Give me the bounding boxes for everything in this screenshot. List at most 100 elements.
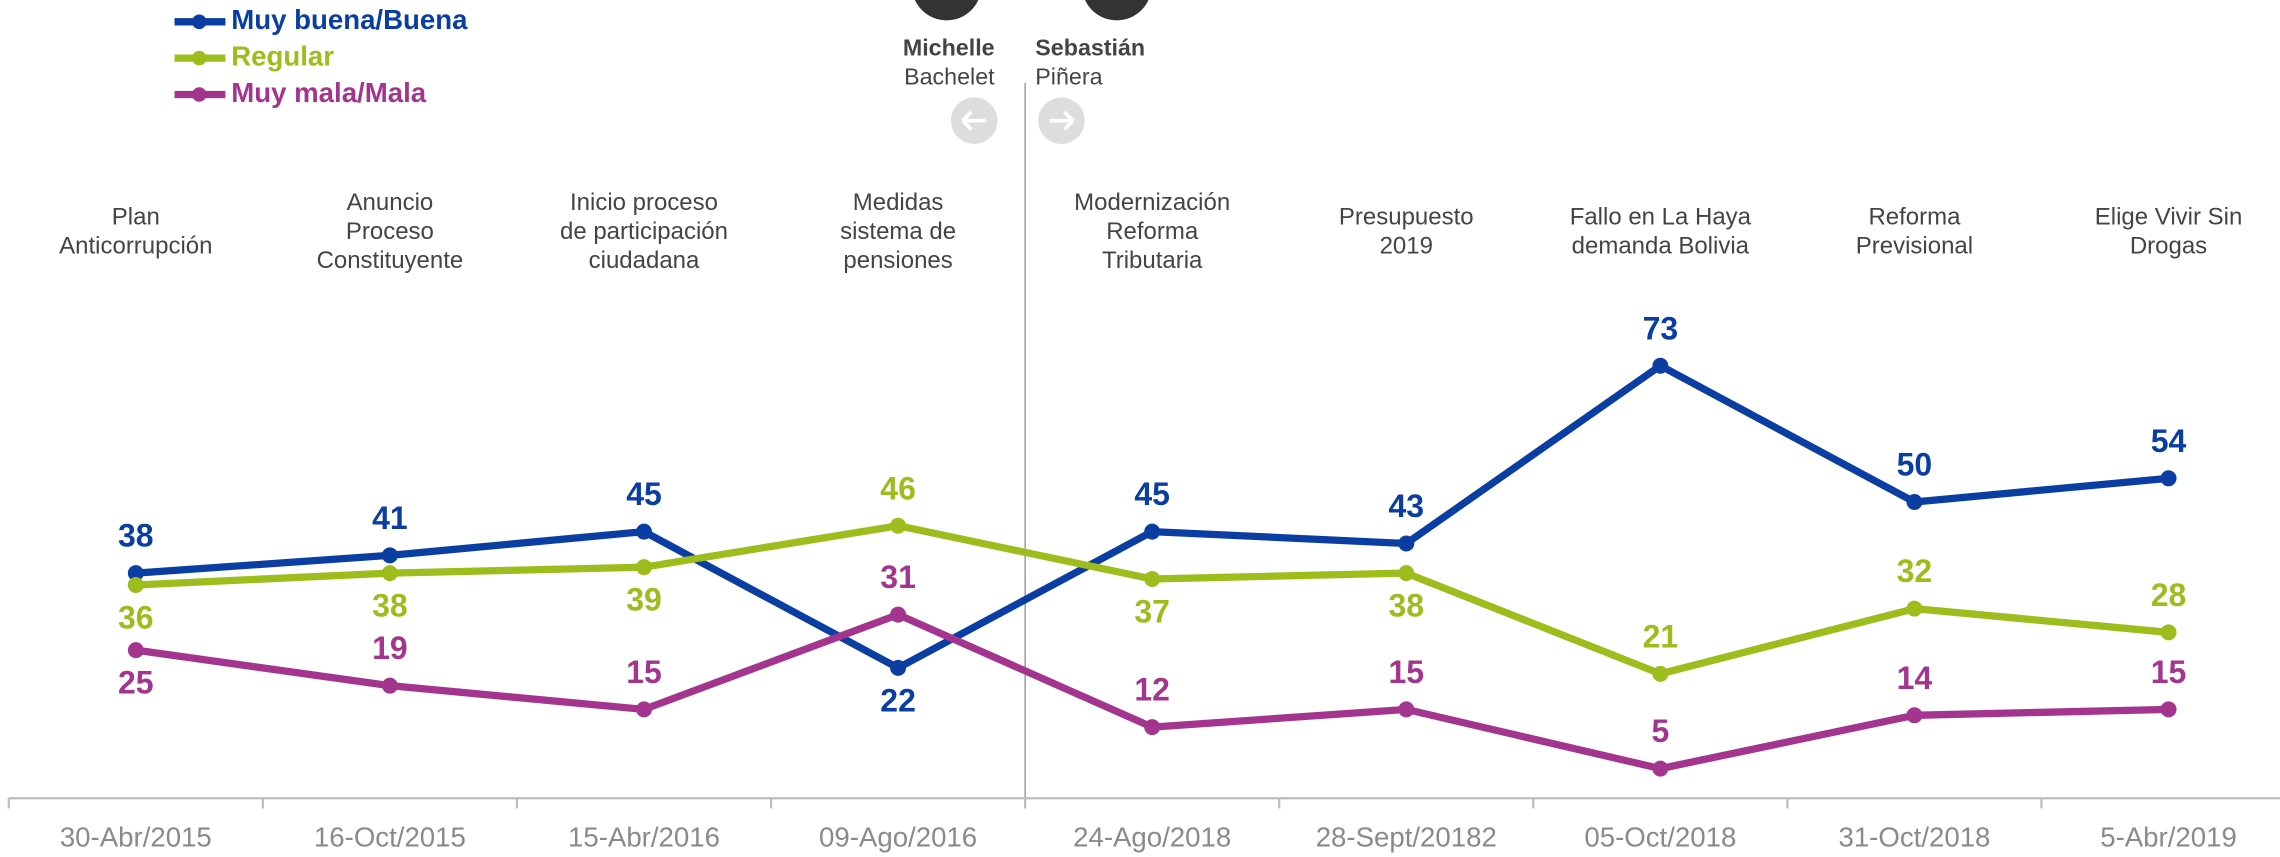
data-label: 32 xyxy=(1897,553,1933,589)
data-point xyxy=(636,523,652,540)
data-point xyxy=(381,565,398,582)
legend-label: Muy buena/Buena xyxy=(231,4,468,35)
event-label: de participación xyxy=(560,218,728,245)
event-label: Anuncio xyxy=(347,189,434,216)
data-point xyxy=(2160,701,2177,718)
event-label: Fallo en La Haya xyxy=(1570,203,1752,230)
data-label: 15 xyxy=(2151,654,2187,690)
legend-dot xyxy=(191,14,207,30)
arrow-icon xyxy=(961,110,986,131)
data-label: 39 xyxy=(626,582,662,618)
legend-dot xyxy=(191,87,207,102)
event-label: demanda Bolivia xyxy=(1572,233,1750,260)
data-label: 36 xyxy=(118,599,154,635)
event-label: Reforma xyxy=(1106,218,1199,245)
event-label: Presupuesto xyxy=(1339,203,1474,230)
president-name: Bachelet xyxy=(904,64,995,90)
data-point xyxy=(1652,665,1669,682)
x-tick-label: 24-Ago/2018 xyxy=(1073,821,1231,852)
data-label: 45 xyxy=(1134,476,1170,512)
data-label: 37 xyxy=(1134,593,1170,629)
data-label: 28 xyxy=(2151,577,2187,613)
event-label: Drogas xyxy=(2130,233,2207,260)
data-point xyxy=(1906,494,1923,510)
x-tick-label: 28-Sept/20182 xyxy=(1316,821,1497,852)
data-point xyxy=(2160,624,2177,641)
data-label: 54 xyxy=(2151,423,2187,459)
event-label: Medidas xyxy=(853,189,944,216)
data-label: 73 xyxy=(1643,310,1679,346)
event-label: 2019 xyxy=(1380,233,1433,260)
event-label: Plan xyxy=(112,203,160,230)
legend-dot xyxy=(191,50,207,66)
data-point xyxy=(381,677,398,694)
data-point xyxy=(2160,470,2177,487)
data-label: 15 xyxy=(1388,654,1424,690)
event-label: pensiones xyxy=(843,247,952,274)
x-tick-label: 15-Abr/2016 xyxy=(568,821,720,852)
data-label: 45 xyxy=(626,476,662,512)
data-point xyxy=(1144,523,1161,540)
data-point xyxy=(1398,535,1415,552)
event-label: Anticorrupción xyxy=(59,233,212,260)
x-tick-label: 05-Oct/2018 xyxy=(1584,821,1736,852)
data-point xyxy=(1906,707,1923,724)
data-label: 43 xyxy=(1388,488,1424,524)
x-tick-label: 30-Abr/2015 xyxy=(60,821,212,852)
president-name: Sebastián xyxy=(1035,35,1145,61)
data-label: 25 xyxy=(118,664,154,700)
president-name: Michelle xyxy=(903,35,995,61)
data-label: 19 xyxy=(372,630,408,666)
data-point xyxy=(1652,357,1669,374)
data-point xyxy=(890,606,907,623)
event-label: Elige Vivir Sin xyxy=(2095,203,2243,230)
data-point xyxy=(890,659,907,676)
x-tick-label: 31-Oct/2018 xyxy=(1838,821,1990,852)
data-point xyxy=(1144,719,1161,736)
data-label: 31 xyxy=(880,559,916,595)
event-label: Modernización xyxy=(1074,189,1230,216)
x-tick-label: 5-Abr/2019 xyxy=(2100,821,2237,852)
data-point xyxy=(127,642,144,659)
data-label: 41 xyxy=(372,500,408,536)
data-point xyxy=(1398,565,1415,582)
president-photo xyxy=(1085,0,1149,21)
data-label: 5 xyxy=(1651,713,1669,749)
data-label: 15 xyxy=(626,654,662,690)
event-label: Proceso xyxy=(346,218,434,245)
data-label: 22 xyxy=(880,682,916,718)
legend-label: Muy mala/Mala xyxy=(231,77,427,108)
x-tick-label: 16-Oct/2015 xyxy=(314,821,466,852)
event-label: Inicio proceso xyxy=(570,189,718,216)
data-label: 12 xyxy=(1134,672,1170,708)
data-label: 50 xyxy=(1897,447,1933,483)
data-label: 38 xyxy=(372,587,408,623)
data-point xyxy=(1652,760,1669,777)
event-label: sistema de xyxy=(840,218,956,245)
data-point xyxy=(127,565,144,582)
president-photo xyxy=(914,0,979,21)
data-point xyxy=(636,559,652,576)
data-point xyxy=(1398,701,1415,718)
data-label: 21 xyxy=(1643,618,1679,654)
data-point xyxy=(127,576,144,593)
legend-label: Regular xyxy=(231,40,334,71)
event-label: ciudadana xyxy=(589,247,700,274)
data-point xyxy=(1906,600,1923,617)
data-point xyxy=(890,517,907,534)
event-label: Previsional xyxy=(1856,233,1973,260)
arrow-icon xyxy=(1049,110,1075,131)
data-label: 38 xyxy=(118,518,154,554)
data-point xyxy=(636,701,652,718)
data-point xyxy=(1144,571,1161,588)
event-label: Constituyente xyxy=(317,247,464,274)
event-label: Reforma xyxy=(1868,203,1961,230)
data-label: 46 xyxy=(880,470,916,506)
data-point xyxy=(381,547,398,564)
president-name: Piñera xyxy=(1035,64,1102,90)
x-tick-label: 09-Ago/2016 xyxy=(819,821,977,852)
data-label: 14 xyxy=(1897,660,1933,696)
data-label: 38 xyxy=(1388,587,1424,623)
